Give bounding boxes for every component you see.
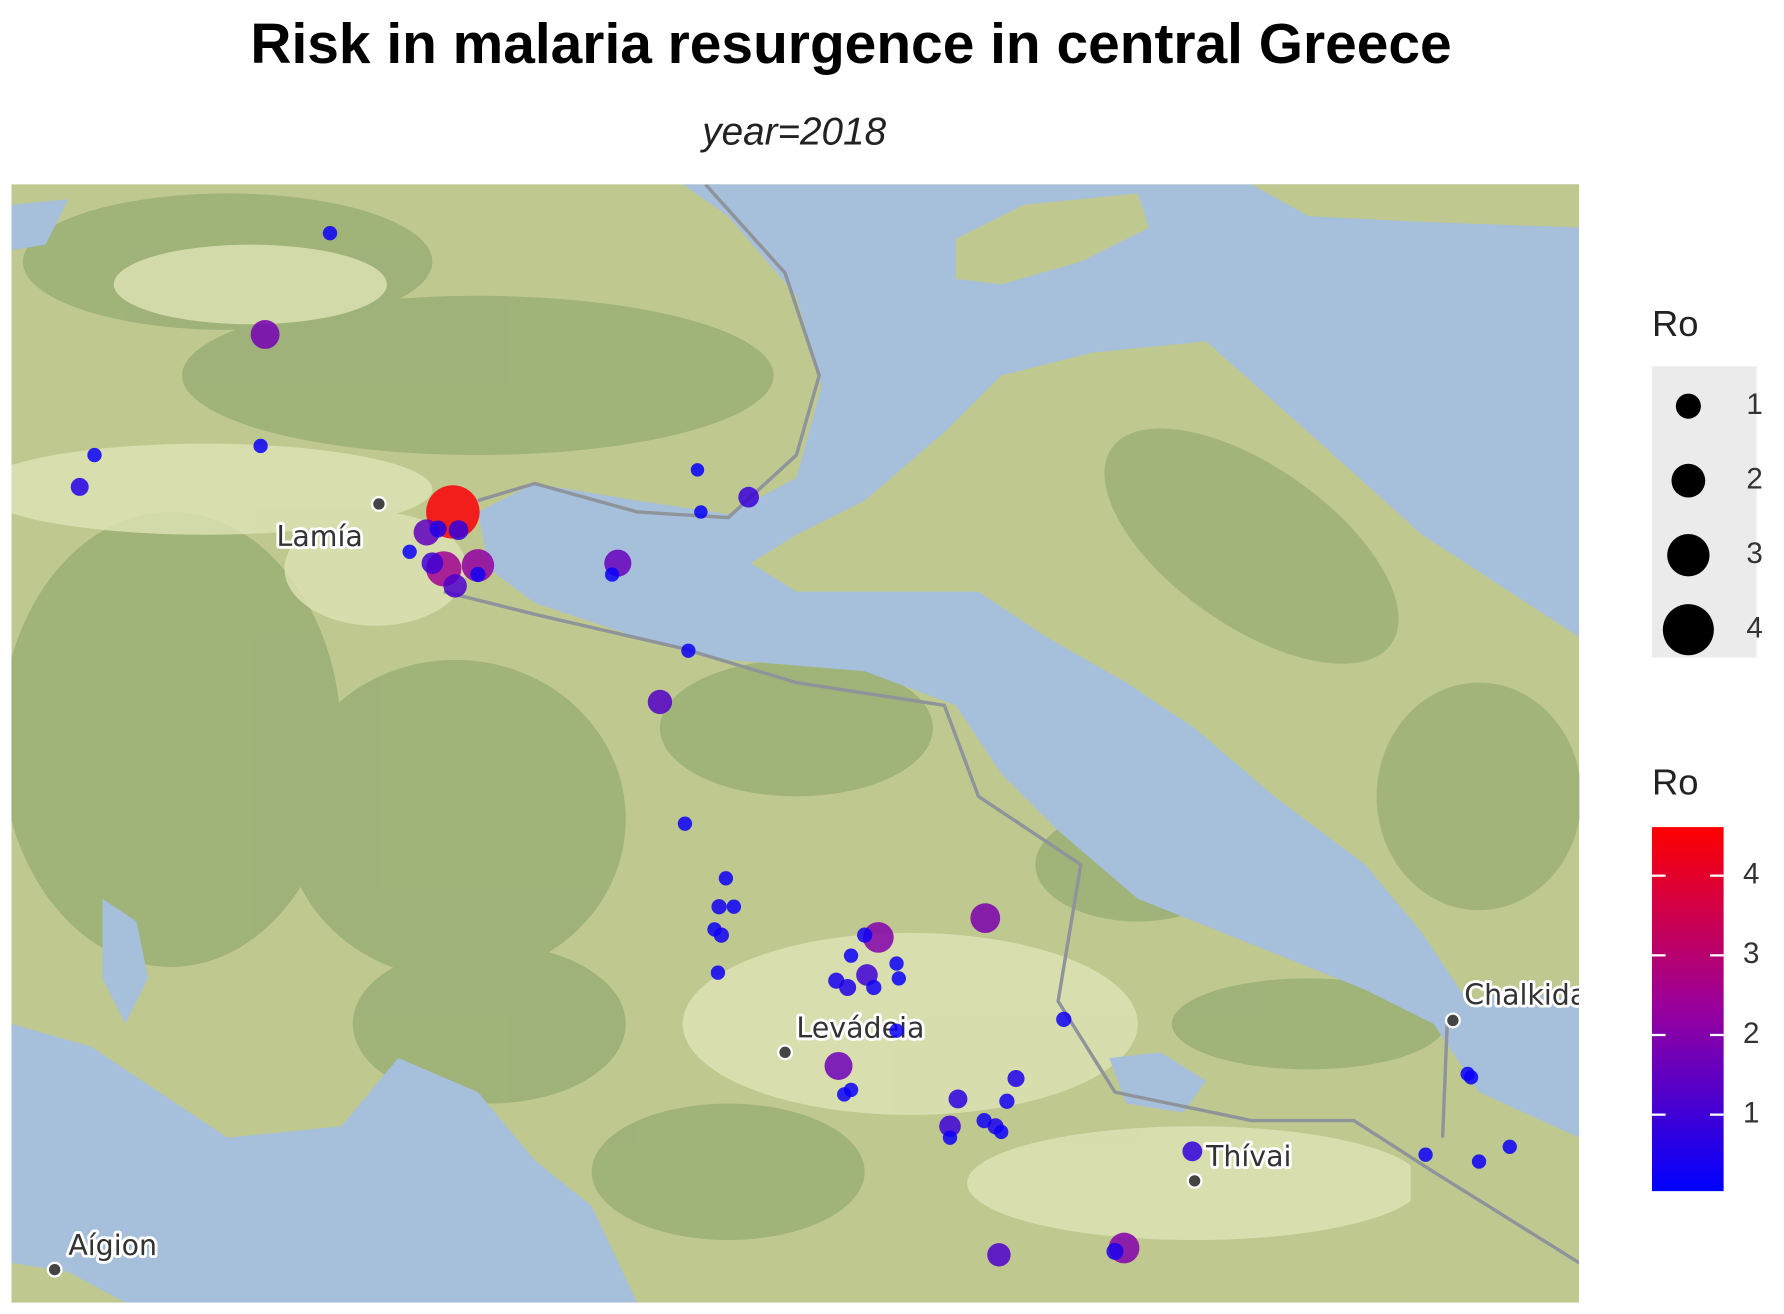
risk-point (889, 1023, 904, 1038)
size-legend: 1 2 3 4 (1662, 388, 1763, 656)
risk-point (726, 899, 742, 914)
risk-point (253, 438, 268, 454)
place-dot (777, 1044, 794, 1061)
size-legend-key (1667, 533, 1710, 577)
colorbar (1651, 827, 1724, 1192)
euboea-and-islands (11, 184, 1580, 1303)
risk-point (837, 1087, 852, 1102)
risk-point (999, 1093, 1015, 1109)
risk-point (939, 1115, 961, 1138)
color-legend: 1 2 3 4 (1651, 857, 1759, 1129)
size-legend-key (1675, 393, 1701, 419)
place-label: Aígion (68, 1229, 157, 1262)
risk-point (1418, 1147, 1433, 1162)
size-legend-label: 1 (1746, 388, 1762, 421)
place-label: Thívai (1205, 1140, 1291, 1173)
risk-point (843, 948, 859, 963)
risk-point (421, 552, 444, 574)
place-label: Lamía (277, 520, 363, 553)
risk-point (1471, 1154, 1487, 1169)
risk-point (1502, 1139, 1517, 1154)
subtitle: year=2018 (699, 110, 886, 153)
risk-point (889, 956, 904, 971)
risk-point (604, 567, 620, 582)
risk-point (970, 903, 1001, 933)
risk-point (738, 486, 760, 508)
points (70, 226, 1517, 1267)
risk-point (713, 927, 729, 943)
colorbar-tick-label: 4 (1743, 857, 1759, 890)
size-legend-label: 3 (1746, 537, 1762, 570)
risk-point (250, 320, 280, 349)
basemap (11, 184, 1580, 1303)
water (11, 184, 1580, 1303)
size-legend-label: 4 (1746, 612, 1762, 645)
risk-point (322, 226, 338, 241)
risk-point (677, 816, 693, 831)
risk-point (948, 1089, 968, 1109)
risk-point (1106, 1242, 1124, 1260)
title: Risk in malaria resurgence in central Gr… (250, 13, 1451, 76)
risk-point (470, 566, 486, 583)
risk-point (857, 927, 873, 943)
place-dot (1186, 1172, 1203, 1189)
risk-point (87, 447, 102, 463)
euboea-terrain (1104, 428, 1580, 911)
risk-point (1007, 1069, 1025, 1088)
place-label: Levádeia (796, 1012, 924, 1045)
place-dot (1444, 1012, 1461, 1029)
risk-point (448, 520, 469, 541)
risk-point (994, 1124, 1009, 1140)
place-label: Chalkida (1464, 979, 1587, 1012)
risk-point (862, 922, 894, 953)
size-legend-key (1671, 463, 1706, 498)
risk-point (1463, 1070, 1479, 1085)
risk-point (694, 505, 708, 519)
size-legend-label: 2 (1746, 462, 1762, 495)
size-legend-panel (1651, 366, 1757, 658)
colorbar-tick-label: 2 (1743, 1017, 1759, 1050)
risk-point (647, 689, 673, 715)
size-legend-key (1662, 604, 1714, 656)
risk-point (839, 978, 857, 997)
color-legend-title: Ro (1652, 762, 1699, 803)
risk-point (987, 1243, 1011, 1267)
risk-point (443, 574, 467, 598)
risk-point (402, 544, 417, 559)
place-dot (46, 1261, 63, 1278)
risk-point (690, 463, 705, 477)
risk-point (461, 549, 495, 582)
risk-point (942, 1130, 958, 1145)
risk-point (824, 1051, 853, 1080)
risk-point (891, 971, 906, 986)
size-legend-title: Ro (1652, 303, 1699, 344)
risk-point (70, 477, 89, 496)
colorbar-tick-label: 1 (1743, 1096, 1759, 1129)
risk-point (711, 899, 727, 915)
risk-point (1056, 1011, 1072, 1027)
place-dot (370, 496, 387, 512)
risk-point (681, 643, 696, 658)
colorbar-tick-label: 3 (1743, 937, 1759, 970)
risk-point (866, 979, 882, 996)
risk-point (718, 871, 734, 886)
risk-point (429, 520, 447, 538)
risk-point (710, 965, 726, 980)
risk-point (1182, 1141, 1203, 1162)
